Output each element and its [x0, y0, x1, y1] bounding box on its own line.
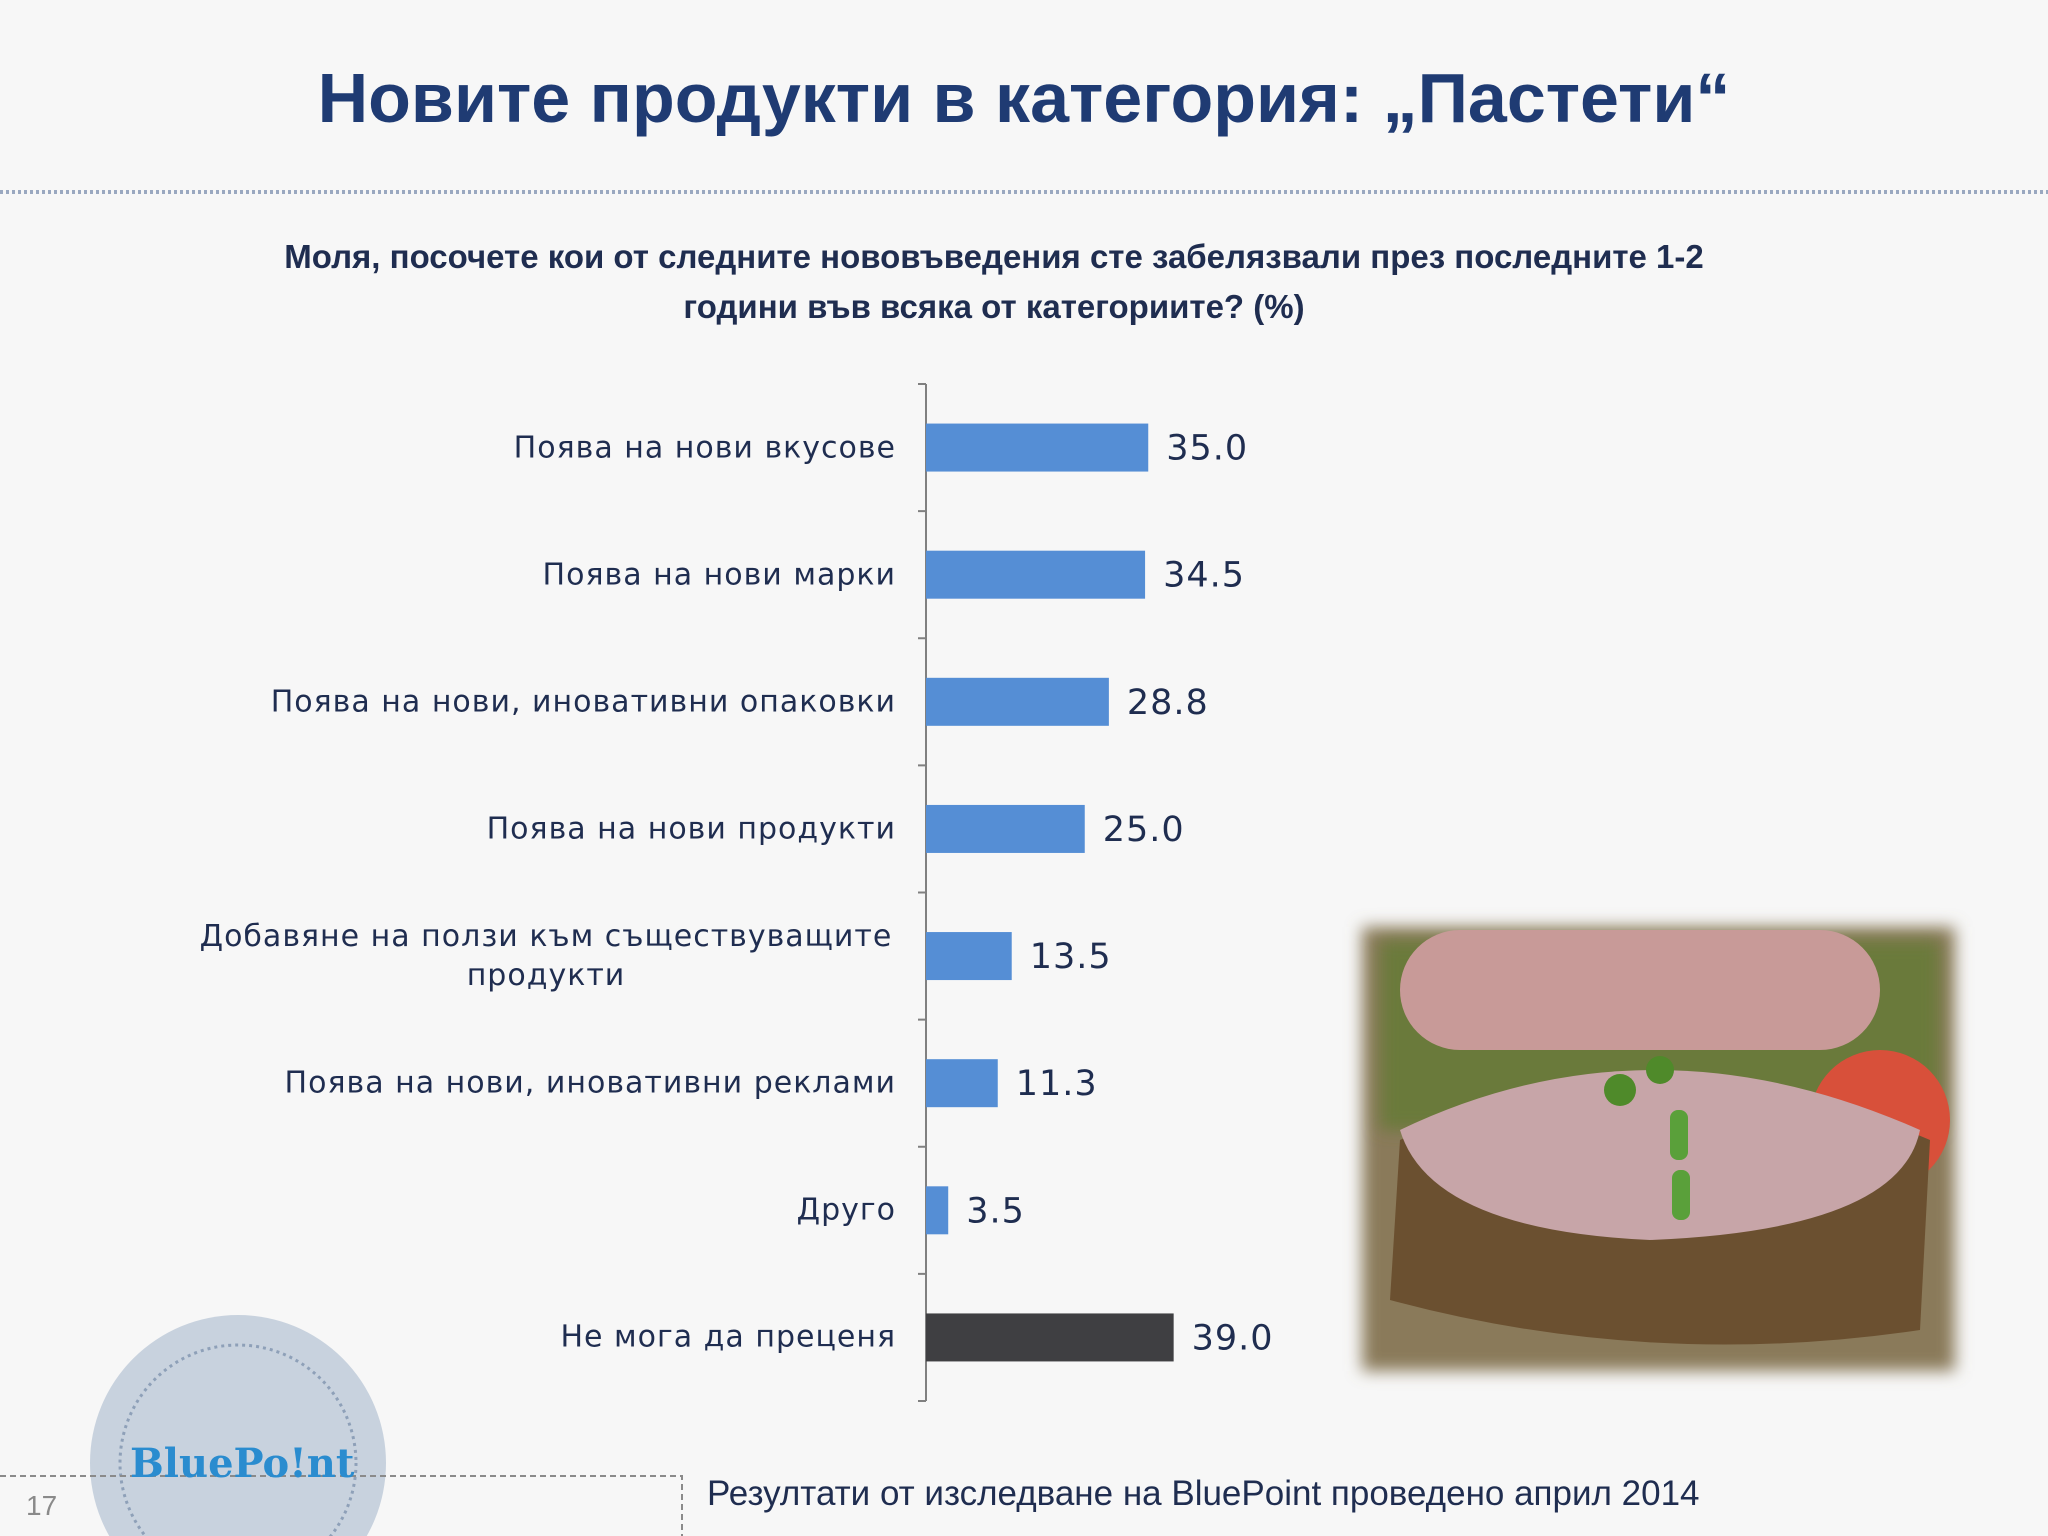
category-label-box: Поява на нови марки — [196, 555, 896, 594]
bar — [926, 423, 1149, 472]
bar — [926, 804, 1085, 853]
value-label: 11.3 — [1016, 1064, 1098, 1104]
bar — [926, 550, 1146, 599]
category-label: Поява на нови, иновативни реклами — [284, 1065, 896, 1101]
value-label: 35.0 — [1166, 429, 1248, 469]
category-label-box: Добавяне на ползи към съществуващите про… — [196, 917, 896, 995]
category-label: Поява на нови, иновативни опаковки — [270, 684, 896, 720]
bar — [926, 677, 1109, 726]
subtitle: Моля, посочете кои от следните нововъвед… — [284, 238, 1704, 325]
category-label-box: Поява на нови, иновативни реклами — [196, 1064, 896, 1103]
title: Новите продукти в категория: „Пастети“ — [317, 59, 1731, 137]
bar — [926, 1313, 1174, 1362]
category-label-box: Поява на нови, иновативни опаковки — [196, 682, 896, 721]
footer-line — [0, 1475, 683, 1536]
value-label: 28.8 — [1127, 683, 1209, 723]
bar — [926, 1059, 998, 1108]
category-label-box: Не мога да преценя — [196, 1318, 896, 1357]
value-label: 34.5 — [1163, 556, 1245, 596]
value-label: 3.5 — [966, 1191, 1025, 1231]
category-label-box: Поява на нови продукти — [196, 809, 896, 848]
photo — [1362, 927, 1955, 1371]
category-label: Добавяне на ползи към съществуващите про… — [199, 919, 893, 994]
value-label: 13.5 — [1030, 937, 1112, 977]
logo-ring — [118, 1343, 358, 1536]
footer: Резултати от изследване на BluePoint про… — [707, 1474, 1700, 1513]
value-label: 25.0 — [1103, 810, 1185, 850]
logo: BluePo!nt — [130, 1440, 355, 1487]
category-label: Не мога да преценя — [560, 1319, 896, 1355]
value-label: 39.0 — [1192, 1318, 1274, 1358]
category-label: Поява на нови продукти — [486, 811, 896, 847]
category-label-box: Поява на нови вкусове — [196, 428, 896, 467]
category-label-box: Друго — [196, 1191, 896, 1230]
category-label: Друго — [796, 1192, 896, 1228]
category-label: Поява на нови вкусове — [513, 430, 896, 466]
bar — [926, 1186, 949, 1235]
slide-number: 17 — [26, 1490, 58, 1521]
category-label: Поява на нови марки — [542, 557, 896, 593]
bar — [926, 932, 1012, 981]
